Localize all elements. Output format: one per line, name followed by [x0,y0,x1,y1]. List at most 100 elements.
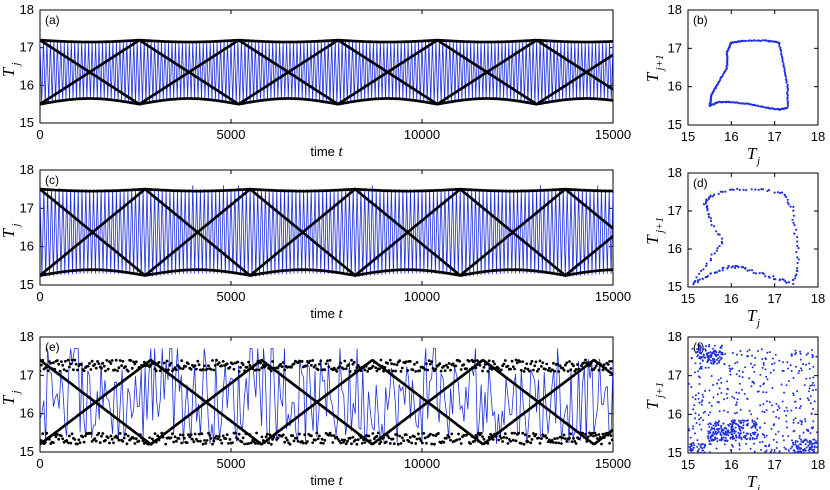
data-point [721,242,724,245]
data-point [359,369,363,373]
data-point [695,276,698,279]
data-point [725,67,728,70]
data-point [89,368,93,371]
data-point [715,230,718,233]
x-tick-label: 16 [724,291,738,306]
data-point [610,54,613,57]
x-axis-label: time t [310,306,343,322]
data-point [233,431,237,435]
x-tick-label: 0 [36,289,43,304]
data-point [110,437,114,441]
data-point [342,367,345,371]
data-point [221,434,225,438]
data-point [786,85,789,88]
data-point [786,106,789,109]
data-point [792,205,795,208]
data-point [732,188,735,191]
data-point [706,207,709,210]
data-point [66,441,70,445]
data-point [734,266,737,270]
y-tick-label: 15 [20,115,34,130]
data-point [781,60,784,64]
data-point [94,439,98,443]
data-point [46,369,50,372]
data-point [295,436,299,440]
data-point [203,439,206,442]
data-point [376,431,380,435]
data-point [106,436,110,440]
data-point [713,252,716,255]
y-axis-label: Tj+1 [643,217,666,245]
data-point [702,268,705,271]
data-point [281,433,285,437]
data-point [363,441,367,444]
data-point [718,233,721,236]
x-tick-label: 0 [36,456,43,471]
data-point [73,438,77,441]
data-point [122,436,126,440]
data-point [148,436,152,439]
data-point [236,360,240,364]
x-tick-label: 16 [724,129,738,144]
panel-label: (a) [45,13,60,27]
data-point [784,280,787,283]
y-tick-label: 17 [20,367,34,382]
y-tick-label: 18 [20,2,34,17]
data-point [101,361,105,365]
data-point [215,358,218,362]
data-point [212,439,216,443]
data-point [796,240,799,243]
data-point [786,87,789,90]
data-point [762,188,765,191]
data-point [717,101,720,104]
y-axis-label-sub: j+1 [654,55,666,73]
y-axis-label-sub: j [10,223,22,228]
data-point [78,441,82,444]
data-point [90,359,94,363]
data-point [782,64,785,67]
data-point [375,434,379,438]
data-point [722,266,725,269]
data-point [754,272,758,275]
data-point [719,77,722,80]
data-point [180,441,184,445]
data-point [752,39,755,42]
x-tick-label: 10000 [404,289,440,304]
data-point [255,431,258,435]
data-point [783,193,786,196]
data-point [121,359,125,363]
data-point [225,433,229,437]
data-point [193,432,197,436]
data-point [342,440,345,444]
data-point [304,364,308,368]
data-point [792,221,795,224]
data-point [778,279,781,282]
data-point [339,361,343,365]
data-point [344,367,348,371]
x-axis-label-main: T [747,306,758,325]
data-point [221,360,225,363]
data-point [783,71,787,75]
data-point [231,362,234,366]
data-point [220,441,224,445]
data-point [783,70,786,73]
data-point [120,364,123,367]
data-point [710,224,713,227]
data-point [315,431,319,435]
data-point [310,434,313,438]
data-point [759,39,762,43]
data-point [172,440,176,444]
data-point [117,438,121,442]
data-point [276,436,280,440]
x-tick-label: 0 [36,127,43,142]
y-axis-label-main: T [643,71,662,82]
data-point [130,366,134,370]
data-point [327,365,331,369]
data-point [730,266,733,269]
data-point [72,368,75,372]
series-line [40,185,613,278]
data-point [721,190,724,193]
data-point [180,359,184,362]
